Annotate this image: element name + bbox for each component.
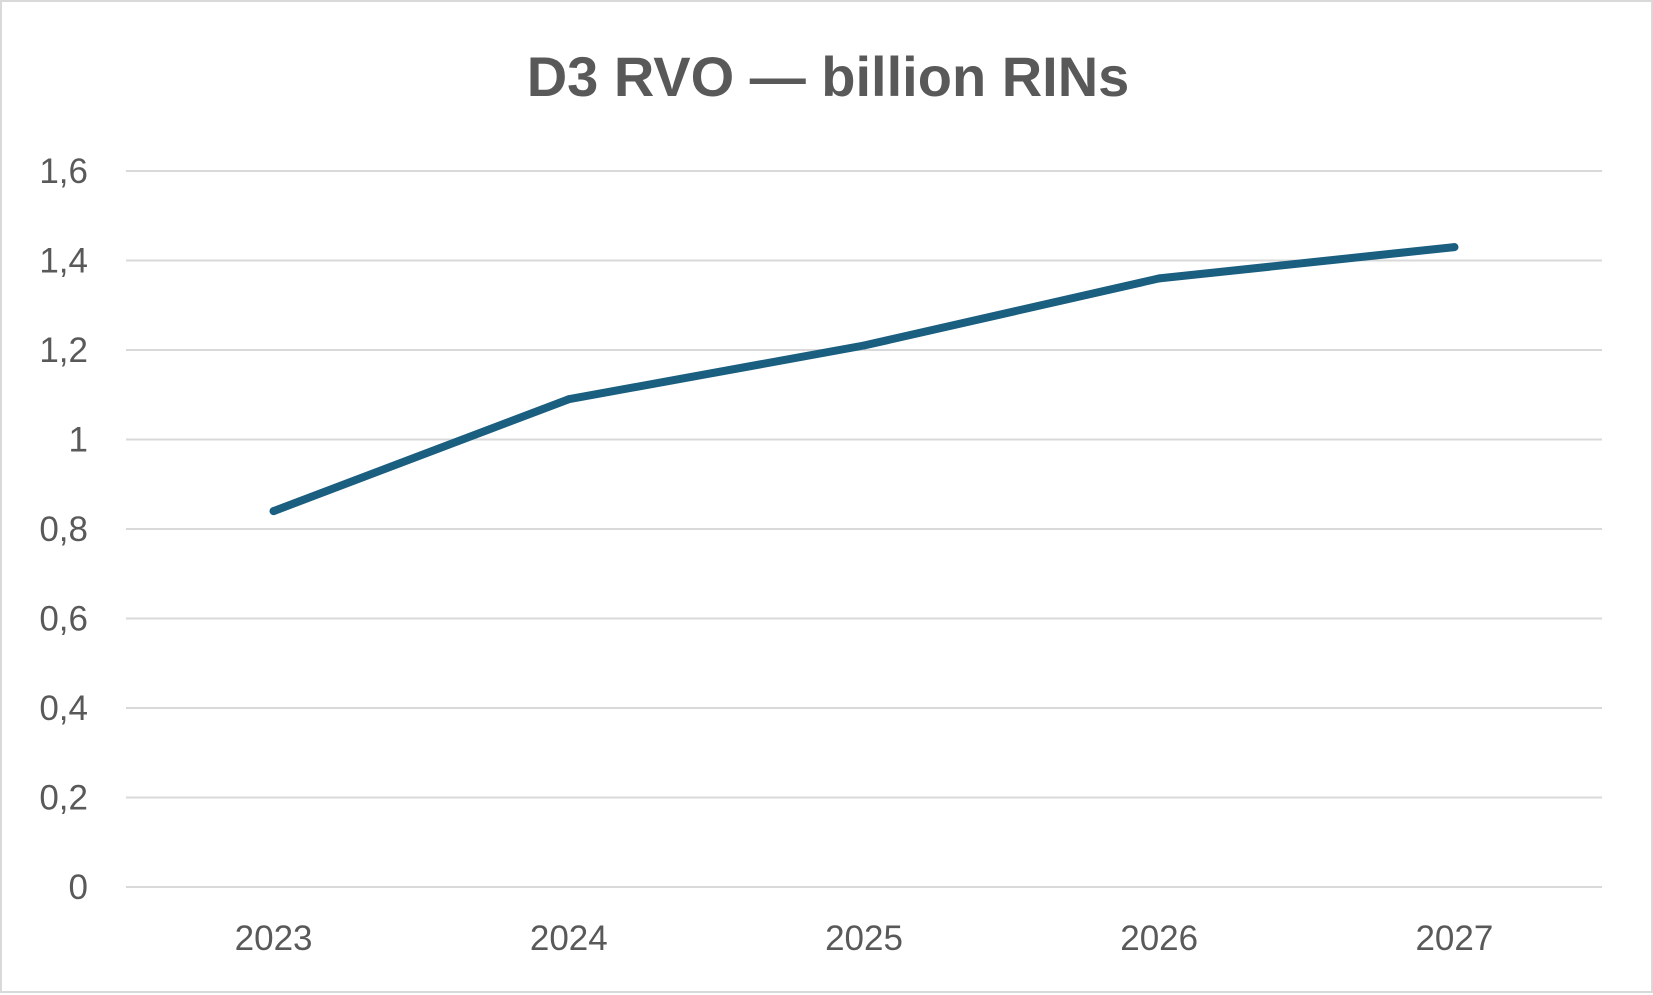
y-tick-label: 0 [69,868,88,907]
y-tick-label: 1 [69,421,88,460]
x-tick-label: 2023 [235,919,313,958]
series-layer [269,243,1459,516]
data-point-2027 [1450,243,1459,252]
chart-title: D3 RVO — billion RINs [527,45,1130,108]
x-tick-label: 2026 [1120,919,1198,958]
y-tick-label: 0,6 [39,600,88,639]
data-point-2023 [269,507,278,516]
data-point-2024 [564,395,573,404]
series-line-0 [269,243,1459,516]
x-tick-label: 2025 [825,919,903,958]
x-tick-label: 2027 [1415,919,1493,958]
y-tick-label: 1,6 [39,152,88,191]
x-axis-tick-labels: 2023 2024 2025 2026 2027 [235,919,1494,958]
gridlines [126,170,1602,888]
y-tick-label: 1,2 [39,331,88,370]
y-tick-label: 1,4 [39,242,88,281]
y-tick-label: 0,8 [39,510,88,549]
data-point-2026 [1155,274,1164,283]
data-point-2025 [860,341,868,350]
x-tick-label: 2024 [530,919,608,958]
y-tick-label: 0,4 [39,689,88,728]
y-tick-label: 0,2 [39,779,88,818]
y-axis-tick-labels: 0 0,2 0,4 0,6 0,8 1 1,2 1,4 1,6 [39,152,88,907]
